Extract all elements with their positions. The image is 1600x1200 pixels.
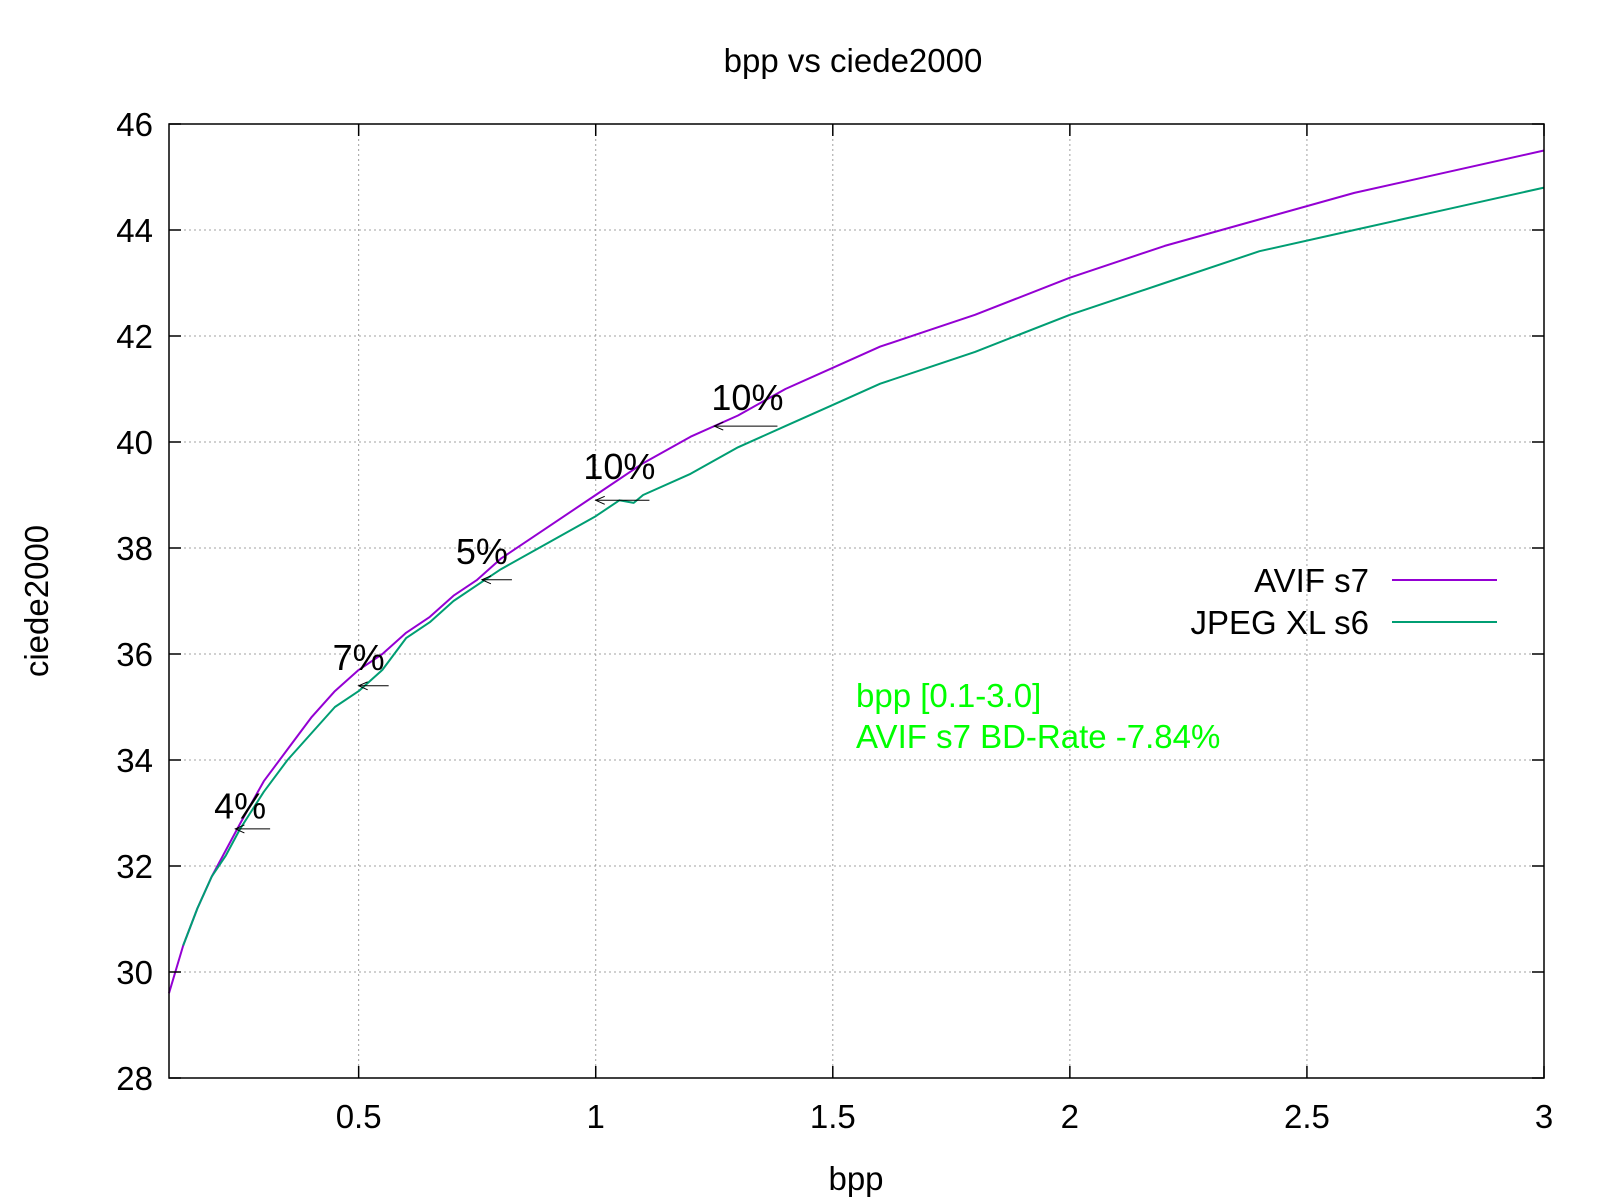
legend: AVIF s7 JPEG XL s6 bbox=[1190, 562, 1497, 641]
x-axis-title: bpp bbox=[828, 1160, 883, 1197]
legend-label-avif: AVIF s7 bbox=[1254, 562, 1369, 599]
annotation-label: 4% bbox=[214, 785, 266, 826]
x-tick-label: 0.5 bbox=[336, 1098, 382, 1135]
annotation-layer: 4% 7% 5% 10% 10% bbox=[214, 377, 783, 834]
annotation-arrowhead bbox=[357, 681, 368, 691]
annotation-arrowhead bbox=[594, 495, 605, 505]
legend-label-jpegxl: JPEG XL s6 bbox=[1190, 604, 1369, 641]
y-tick-label: 46 bbox=[116, 106, 153, 143]
annotation-label: 7% bbox=[333, 637, 385, 678]
y-tick-label: 38 bbox=[116, 530, 153, 567]
series-line-avif bbox=[168, 149, 1545, 994]
series-layer bbox=[168, 149, 1545, 994]
y-tick-label: 40 bbox=[116, 424, 153, 461]
y-tick-label: 36 bbox=[116, 636, 153, 673]
tick-layer: 0.5 1 1.5 2 2.5 3 28 30 32 34 36 38 40 42 44 46 bbox=[116, 106, 1553, 1135]
y-tick-label: 34 bbox=[116, 742, 153, 779]
y-tick-label: 30 bbox=[116, 954, 153, 991]
series-line-jpegxl bbox=[182, 186, 1545, 946]
note-bpp-range: bpp [0.1-3.0] bbox=[856, 677, 1041, 714]
chart-title: bpp vs ciede2000 bbox=[724, 42, 983, 79]
y-tick-label: 28 bbox=[116, 1060, 153, 1097]
x-tick-label: 2 bbox=[1061, 1098, 1079, 1135]
annotation-label: 5% bbox=[456, 531, 508, 572]
x-tick-label: 1.5 bbox=[810, 1098, 856, 1135]
y-tick-label: 44 bbox=[116, 212, 153, 249]
grid-layer bbox=[169, 124, 1544, 1078]
annotation-arrowhead bbox=[234, 824, 245, 834]
annotation-label: 10% bbox=[583, 446, 655, 487]
x-tick-label: 3 bbox=[1535, 1098, 1553, 1135]
x-tick-label: 1 bbox=[587, 1098, 605, 1135]
y-axis-title: ciede2000 bbox=[18, 525, 55, 677]
plot-frame bbox=[168, 123, 1545, 1079]
note-bd-rate: AVIF s7 BD-Rate -7.84% bbox=[856, 718, 1220, 755]
annotation-label: 10% bbox=[711, 377, 783, 418]
annotation-arrowhead bbox=[480, 575, 492, 585]
annotation-arrowhead bbox=[713, 421, 724, 431]
bd-rate-note: bpp [0.1-3.0] AVIF s7 BD-Rate -7.84% bbox=[856, 677, 1220, 755]
y-tick-label: 32 bbox=[116, 848, 153, 885]
y-tick-label: 42 bbox=[116, 318, 153, 355]
x-tick-label: 2.5 bbox=[1284, 1098, 1330, 1135]
